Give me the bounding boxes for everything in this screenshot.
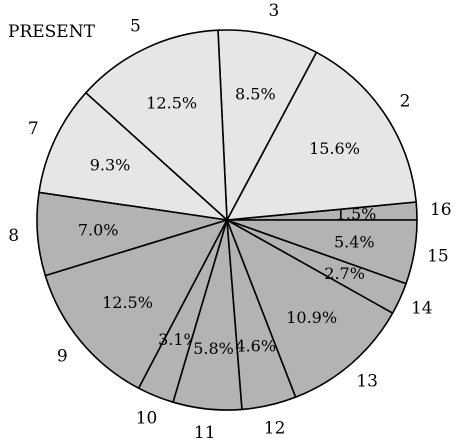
pie-slice-5 xyxy=(85,29,228,221)
slice-category-label-8: 8 xyxy=(8,226,19,246)
slice-category-label-11: 11 xyxy=(194,423,216,442)
slice-category-label-7: 7 xyxy=(28,119,39,139)
slice-value-label-7: 9.3% xyxy=(90,156,131,175)
slice-value-label-10: 3.1% xyxy=(158,330,199,349)
slice-category-label-9: 9 xyxy=(57,347,68,367)
chart-title: PRESENT xyxy=(8,22,95,42)
slice-category-label-2: 2 xyxy=(400,91,411,111)
slice-category-label-5: 5 xyxy=(130,17,141,37)
slice-category-label-12: 12 xyxy=(264,419,286,439)
pie-slice-13 xyxy=(226,219,394,398)
pie-slice-15 xyxy=(226,219,418,285)
slice-category-label-14: 14 xyxy=(411,299,433,319)
slice-value-label-14: 2.7% xyxy=(324,264,365,283)
pie-slice-7 xyxy=(38,92,228,221)
slice-value-label-3: 8.5% xyxy=(235,84,276,103)
slice-category-label-16: 16 xyxy=(430,200,452,220)
slice-value-label-15: 5.4% xyxy=(334,232,375,251)
pie-slice-3 xyxy=(217,29,318,221)
pie-slice-2 xyxy=(226,51,417,221)
slice-category-label-15: 15 xyxy=(427,246,449,266)
slice-category-label-3: 3 xyxy=(269,1,280,21)
slice-value-label-13: 10.9% xyxy=(286,308,337,327)
slice-category-label-13: 13 xyxy=(356,372,378,392)
slice-value-label-5: 12.5% xyxy=(146,94,197,113)
slice-value-label-12: 4.6% xyxy=(235,336,276,355)
pie-slice-9 xyxy=(44,219,228,390)
slice-category-label-10: 10 xyxy=(136,408,158,428)
slice-value-label-9: 12.5% xyxy=(102,293,153,312)
slice-value-label-2: 15.6% xyxy=(309,139,360,158)
slice-value-label-11: 5.8% xyxy=(193,339,234,358)
slice-value-label-8: 7.0% xyxy=(78,220,119,239)
